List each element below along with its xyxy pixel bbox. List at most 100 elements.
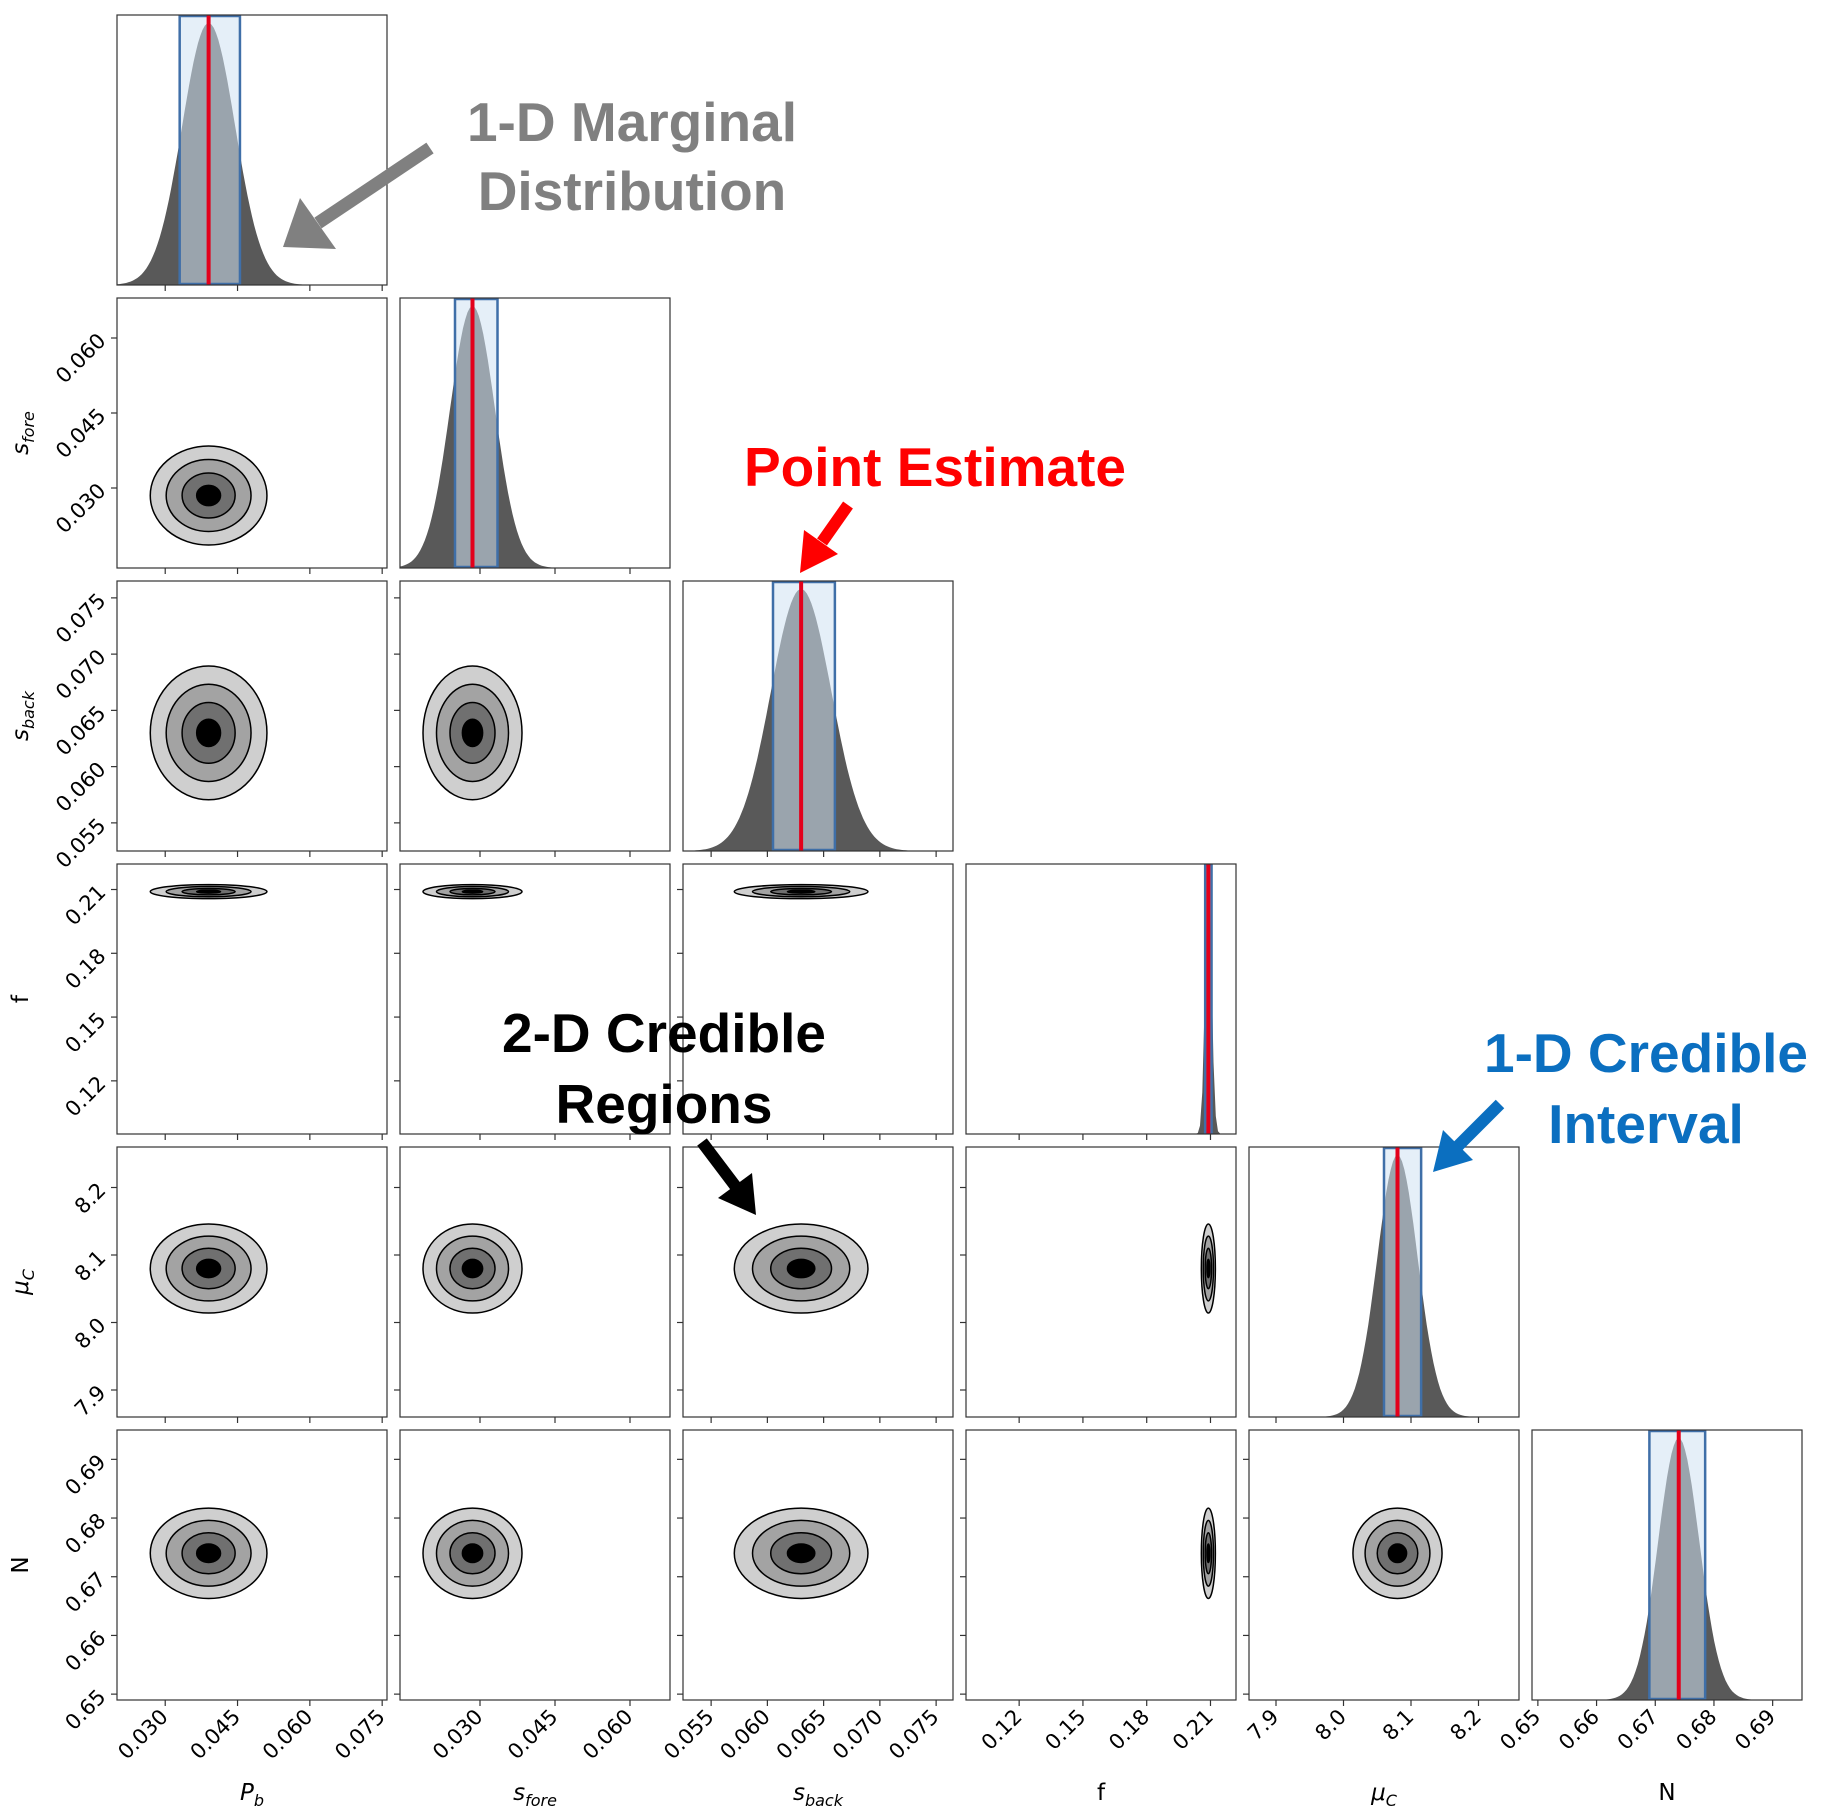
panel-frame [682, 863, 954, 1135]
panel-frame [399, 580, 671, 852]
panel-5-0: 0.030 0.045 0.060 0.075 0.65 0.66 0.67 0.68 0.69 [60, 1429, 390, 1764]
x-tick-label: 7.9 [1243, 1705, 1284, 1746]
x-tick-label: 0.18 [1104, 1705, 1154, 1755]
panel-1-1 [399, 297, 671, 574]
y-axis-label-2: sback [8, 690, 38, 741]
x-tick-label: 0.060 [715, 1705, 774, 1764]
panel-grid: 0.0300.0450.0600.0550.0600.0650.0700.075… [8, 14, 1803, 1810]
panel-frame [1248, 1429, 1520, 1701]
x-tick-label: 0.075 [884, 1705, 943, 1764]
point-estimate-arrow [800, 501, 853, 573]
x-axis-label-2: sback [793, 1780, 844, 1810]
panel-4-3 [960, 1146, 1237, 1423]
y-tick-label: 0.21 [60, 880, 110, 930]
panel-frame [965, 863, 1237, 1135]
x-tick-label: 0.66 [1554, 1705, 1604, 1755]
credible-region-5-4-level3 [1387, 1543, 1408, 1564]
interval-annotation-line1: 1-D Credible [1484, 1022, 1808, 1084]
credible-region-5-2-level3 [786, 1543, 816, 1564]
interval-arrow [1433, 1099, 1505, 1172]
y-tick-label: 0.065 [51, 701, 110, 760]
panel-frame [682, 580, 954, 852]
credible-interval-4 [1382, 1147, 1423, 1417]
credible-region-1-0-level3 [195, 484, 222, 507]
panel-frame [116, 1429, 388, 1701]
credible-interval-2 [771, 581, 837, 851]
y-tick-label: 0.12 [60, 1071, 110, 1121]
panel-5-1: 0.030 0.045 0.060 [394, 1429, 671, 1764]
credible-region-3-1-level3 [461, 889, 484, 894]
x-tick-label: 0.060 [258, 1705, 317, 1764]
panel-2-1 [394, 580, 671, 857]
y-tick-label: 0.65 [60, 1685, 110, 1735]
regions-annotation-line1: 2-D Credible [502, 1002, 826, 1064]
y-tick-label: 0.67 [60, 1567, 110, 1617]
panel-4-1 [394, 1146, 671, 1423]
x-tick-label: 0.070 [828, 1705, 887, 1764]
x-axis-label-1: sfore [513, 1780, 557, 1810]
y-tick-label: 0.66 [60, 1626, 110, 1676]
x-tick-label: 0.055 [659, 1705, 718, 1764]
credible-region-2-0-level3 [195, 718, 222, 748]
x-tick-label: 0.15 [1040, 1705, 1090, 1755]
panel-5-5: 0.65 0.66 0.67 0.68 0.69 [1495, 1429, 1803, 1755]
y-tick-label: 0.060 [51, 757, 110, 816]
panel-frame [399, 1146, 671, 1418]
y-tick-label: 0.055 [51, 813, 110, 872]
credible-region-4-1-level3 [461, 1258, 484, 1279]
histogram-1 [400, 306, 670, 568]
x-tick-label: 0.21 [1168, 1705, 1218, 1755]
credible-region-4-2-level3 [786, 1258, 816, 1279]
y-tick-label: 0.15 [60, 1008, 110, 1058]
x-tick-label: 0.030 [428, 1705, 487, 1764]
panel-5-4: 7.9 8.0 8.1 8.2 [1243, 1429, 1520, 1746]
y-axis-label-1: sfore [8, 411, 38, 455]
x-axis-label-0: Pb [240, 1780, 264, 1810]
x-tick-label: 0.12 [977, 1705, 1027, 1755]
panel-3-3 [965, 863, 1237, 1140]
panel-frame [1248, 1146, 1520, 1418]
y-axis-label-4: μC [8, 1268, 38, 1296]
panel-frame [116, 14, 388, 286]
panel-frame [399, 1429, 671, 1701]
marginal-annotation-line1: 1-D Marginal [467, 91, 797, 153]
x-tick-label: 0.065 [772, 1705, 831, 1764]
regions-annotation-line2: Regions [556, 1073, 773, 1135]
panel-4-2 [677, 1146, 954, 1423]
marginal-arrow [283, 142, 434, 249]
credible-region-2-1-level3 [461, 718, 484, 748]
y-tick-label: 0.045 [51, 404, 110, 463]
x-tick-label: 0.045 [503, 1705, 562, 1764]
panel-frame [682, 1146, 954, 1418]
panel-4-0: 7.9 8.0 8.1 8.2 [70, 1146, 388, 1423]
credible-region-3-0-level3 [195, 889, 222, 894]
credible-interval-1 [453, 298, 499, 568]
credible-region-5-1-level3 [461, 1543, 484, 1564]
y-axis-label-3: f [8, 994, 34, 1003]
panel-frame [116, 1146, 388, 1418]
panel-1-0: 0.030 0.045 0.060 [51, 297, 388, 574]
y-tick-label: 0.070 [51, 645, 110, 704]
x-tick-label: 0.030 [113, 1705, 172, 1764]
x-tick-label: 0.67 [1613, 1705, 1663, 1755]
histogram-0 [117, 23, 387, 285]
panel-3-1 [394, 863, 671, 1140]
x-axis-label-4: μC [1370, 1780, 1398, 1810]
credible-region-5-3-level3 [1206, 1543, 1211, 1564]
x-tick-label: 8.1 [1378, 1705, 1419, 1746]
regions-arrow [697, 1138, 756, 1215]
interval-annotation-line2: Interval [1548, 1093, 1744, 1155]
panel-4-4 [1248, 1146, 1520, 1423]
y-axis-label-5: N [8, 1556, 34, 1573]
panel-frame [399, 297, 671, 569]
x-tick-label: 0.060 [578, 1705, 637, 1764]
y-tick-label: 7.9 [70, 1381, 111, 1422]
panel-frame [1531, 1429, 1803, 1701]
x-tick-label: 0.65 [1495, 1705, 1545, 1755]
x-tick-label: 8.2 [1445, 1705, 1486, 1746]
y-tick-label: 0.69 [60, 1450, 110, 1500]
y-tick-label: 8.0 [70, 1313, 111, 1354]
annotations: 1-D Marginal Distribution Point Estimate… [283, 91, 1808, 1215]
